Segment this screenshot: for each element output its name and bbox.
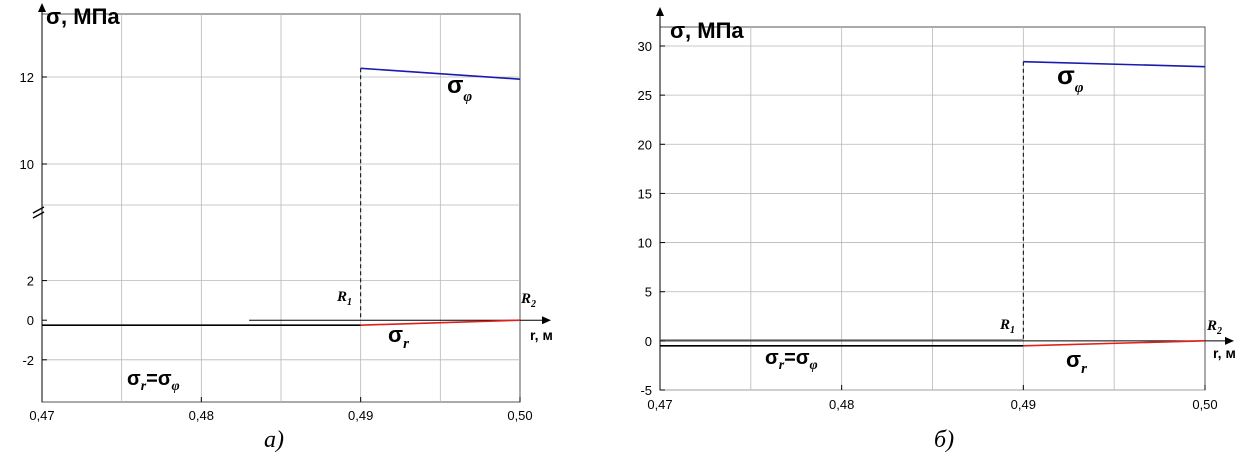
series-line-2: [360, 67, 521, 80]
r1-label: R1: [999, 317, 1015, 336]
label-sub: r: [141, 379, 147, 394]
y-tick-label: 5: [645, 285, 652, 300]
label-sub: r: [779, 358, 785, 373]
label-main: R: [999, 317, 1010, 333]
label-main: σ: [127, 368, 141, 390]
y-tick-label: 30: [638, 39, 652, 54]
label-sub2: φ: [172, 379, 180, 394]
label-main: σ: [388, 322, 403, 347]
r2-label: R2: [520, 291, 536, 310]
y-tick-label: 20: [638, 137, 652, 152]
y-axis-title: σ, МПа: [46, 4, 120, 29]
x-tick-label: 0,50: [1192, 397, 1217, 412]
y-tick-label: 0: [645, 334, 652, 349]
label-sub: 1: [1010, 325, 1015, 336]
label-main: σ: [765, 347, 779, 369]
y-tick-label: 10: [638, 236, 652, 251]
x-tick-label: 0,48: [189, 408, 214, 423]
r2-label: R2: [1206, 318, 1222, 337]
series-label-sigma-r: σr: [388, 322, 409, 352]
x-tick-label: 0,47: [29, 408, 54, 423]
y-tick-label: 15: [638, 186, 652, 201]
label-sub: φ: [463, 89, 472, 105]
x-axis-title: r, м: [530, 327, 553, 343]
x-tick-label: 0,49: [348, 408, 373, 423]
series-line-2: [1023, 60, 1206, 68]
x-tick-label: 0,48: [829, 397, 854, 412]
label-main: R: [336, 289, 347, 305]
caption: а): [264, 427, 284, 453]
chart-b: -5 0 5 10 15 20 25 30 0,47 0,48 0,49 0,50 σ, МПа r, м…: [638, 7, 1236, 453]
label-main: σ: [447, 72, 463, 99]
label-sub: 2: [1216, 326, 1222, 337]
r1-label: R1: [336, 289, 352, 308]
series-label-sigma-phi: σφ: [1057, 60, 1084, 96]
series-label-sigma-phi: σφ: [447, 72, 472, 105]
series-label-combined: σr=σφ: [127, 368, 180, 394]
label-eq: =σ: [784, 347, 810, 369]
series-label-combined: σr=σφ: [765, 347, 818, 373]
label-sub: 2: [530, 299, 536, 310]
label-sub: 1: [347, 297, 352, 308]
y-tick-label: 25: [638, 88, 652, 103]
y-axis-title: σ, МПа: [670, 18, 744, 43]
x-axis-arrow: [1225, 336, 1234, 345]
x-tick-label: 0,47: [647, 397, 672, 412]
series-line-1: [1023, 340, 1206, 347]
label-main: σ: [1066, 347, 1081, 372]
label-sub: r: [403, 336, 409, 352]
y-tick-label: -5: [640, 383, 652, 398]
label-main: R: [1206, 318, 1217, 334]
y-tick-label: 10: [20, 157, 34, 172]
label-sub: r: [1081, 361, 1087, 377]
y-axis-arrow: [656, 7, 664, 16]
series-label-sigma-r: σr: [1066, 347, 1087, 377]
label-sub: φ: [1075, 80, 1084, 96]
x-tick-label: 0,50: [507, 408, 532, 423]
x-axis-title: r, м: [1213, 345, 1236, 361]
label-main: R: [520, 291, 531, 307]
caption: б): [934, 427, 954, 453]
y-axis-arrow: [38, 3, 46, 12]
label-sub2: φ: [810, 358, 818, 373]
y-tick-label: 2: [27, 274, 34, 289]
label-main: σ: [1057, 60, 1075, 90]
y-tick-label: 0: [27, 313, 34, 328]
y-tick-label: -2: [22, 353, 34, 368]
series-line-1: [360, 319, 521, 326]
y-tick-label: 12: [20, 70, 34, 85]
label-eq: =σ: [146, 368, 172, 390]
x-axis-arrow: [542, 316, 551, 325]
x-tick-label: 0,49: [1011, 397, 1036, 412]
